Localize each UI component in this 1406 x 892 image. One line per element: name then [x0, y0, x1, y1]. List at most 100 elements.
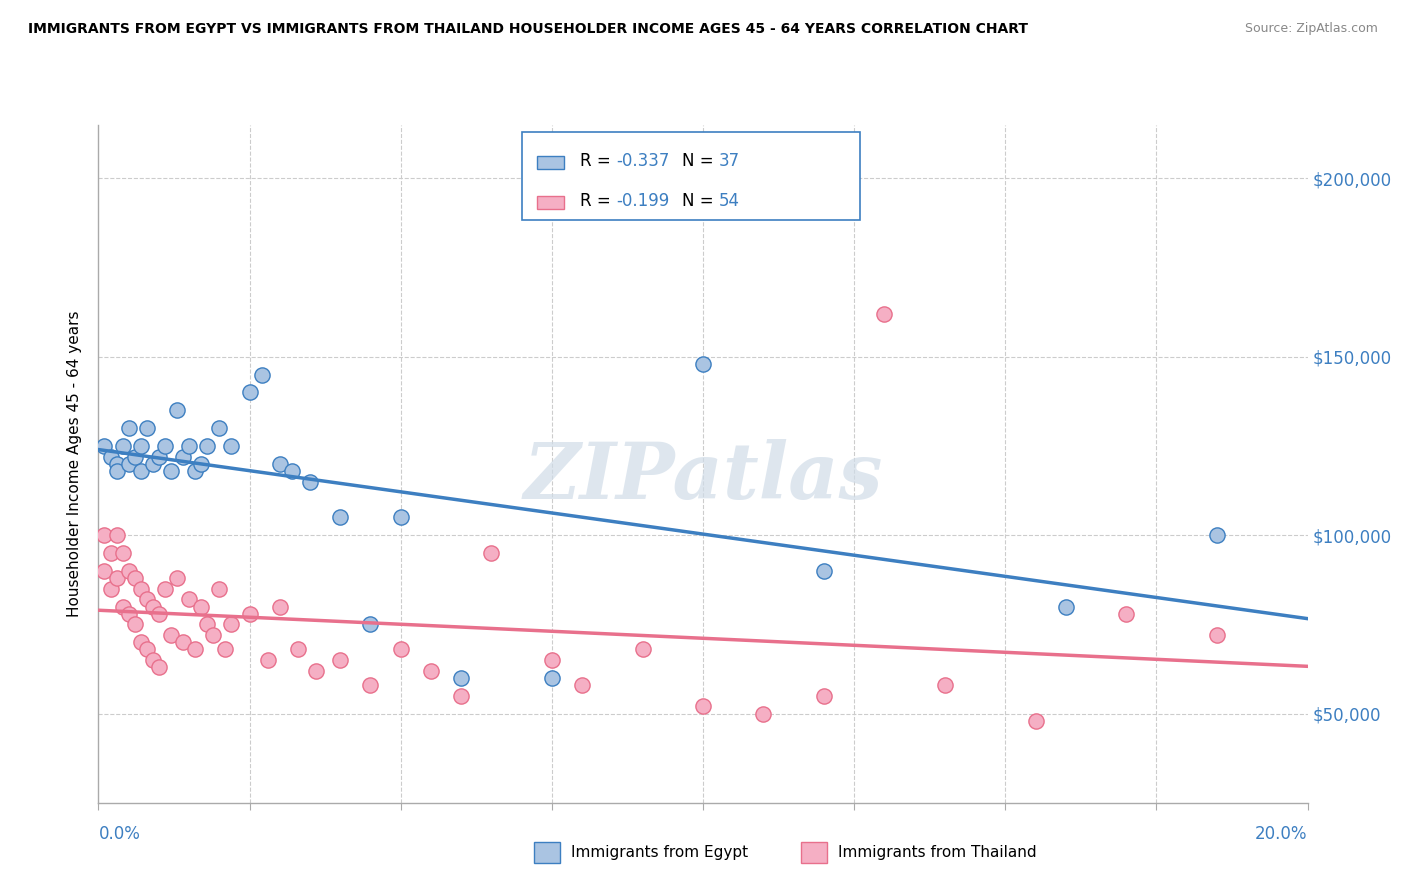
Text: -0.337: -0.337	[616, 153, 669, 170]
Text: 0.0%: 0.0%	[98, 825, 141, 843]
Point	[221, 617, 243, 632]
Point	[148, 450, 170, 464]
Text: R =: R =	[579, 153, 616, 170]
Point	[360, 678, 382, 692]
Point	[148, 660, 170, 674]
Point	[1206, 628, 1229, 642]
Point	[692, 699, 714, 714]
Point	[111, 439, 134, 453]
Text: Source: ZipAtlas.com: Source: ZipAtlas.com	[1244, 22, 1378, 36]
Point	[153, 582, 176, 596]
Point	[100, 450, 122, 464]
Point	[269, 457, 291, 471]
Point	[305, 664, 328, 678]
Text: N =: N =	[682, 192, 720, 211]
FancyBboxPatch shape	[537, 156, 564, 169]
Text: R =: R =	[579, 192, 616, 211]
Point	[142, 653, 165, 667]
Point	[208, 421, 231, 435]
Point	[360, 617, 382, 632]
Point	[135, 642, 157, 657]
Point	[93, 528, 115, 542]
Point	[118, 564, 141, 578]
Point	[873, 307, 896, 321]
Point	[389, 642, 412, 657]
Point	[269, 599, 291, 614]
Point	[93, 564, 115, 578]
Point	[934, 678, 956, 692]
Bar	[801, 842, 827, 863]
Point	[250, 368, 273, 382]
Text: Immigrants from Thailand: Immigrants from Thailand	[838, 846, 1036, 860]
Point	[129, 439, 152, 453]
Point	[124, 617, 146, 632]
Text: N =: N =	[682, 153, 720, 170]
Point	[813, 564, 835, 578]
Point	[172, 450, 194, 464]
Point	[160, 628, 183, 642]
Point	[179, 439, 201, 453]
Point	[195, 439, 218, 453]
Point	[105, 464, 128, 478]
Point	[631, 642, 654, 657]
Point	[239, 385, 262, 400]
Point	[118, 607, 141, 621]
Point	[329, 510, 352, 524]
Point	[190, 599, 212, 614]
FancyBboxPatch shape	[537, 196, 564, 209]
Point	[450, 689, 472, 703]
Point	[752, 706, 775, 721]
Point	[148, 607, 170, 621]
Point	[299, 475, 322, 489]
Point	[208, 582, 231, 596]
Point	[1115, 607, 1137, 621]
Point	[540, 653, 562, 667]
Point	[105, 571, 128, 585]
Point	[129, 464, 152, 478]
Point	[142, 599, 165, 614]
Point	[202, 628, 225, 642]
Point	[93, 439, 115, 453]
Point	[135, 592, 157, 607]
Point	[118, 421, 141, 435]
Point	[221, 439, 243, 453]
Point	[214, 642, 236, 657]
Point	[1024, 714, 1046, 728]
Point	[540, 671, 562, 685]
Text: Immigrants from Egypt: Immigrants from Egypt	[571, 846, 748, 860]
Point	[105, 457, 128, 471]
Point	[239, 607, 262, 621]
Point	[100, 582, 122, 596]
Point	[111, 546, 134, 560]
Text: -0.199: -0.199	[616, 192, 669, 211]
Point	[420, 664, 443, 678]
Text: 20.0%: 20.0%	[1256, 825, 1308, 843]
Text: IMMIGRANTS FROM EGYPT VS IMMIGRANTS FROM THAILAND HOUSEHOLDER INCOME AGES 45 - 6: IMMIGRANTS FROM EGYPT VS IMMIGRANTS FROM…	[28, 22, 1028, 37]
Point	[166, 403, 188, 417]
Point	[389, 510, 412, 524]
Point	[153, 439, 176, 453]
Point	[190, 457, 212, 471]
Point	[481, 546, 503, 560]
Point	[111, 599, 134, 614]
Point	[281, 464, 304, 478]
Point	[105, 528, 128, 542]
Point	[129, 635, 152, 649]
Point	[118, 457, 141, 471]
FancyBboxPatch shape	[522, 132, 860, 219]
Point	[1054, 599, 1077, 614]
Text: 54: 54	[718, 192, 740, 211]
Point	[1206, 528, 1229, 542]
Point	[135, 421, 157, 435]
Point	[172, 635, 194, 649]
Point	[571, 678, 593, 692]
Point	[329, 653, 352, 667]
Point	[124, 571, 146, 585]
Point	[129, 582, 152, 596]
Point	[287, 642, 309, 657]
Point	[813, 689, 835, 703]
Point	[166, 571, 188, 585]
Text: 37: 37	[718, 153, 740, 170]
Point	[256, 653, 278, 667]
Point	[450, 671, 472, 685]
